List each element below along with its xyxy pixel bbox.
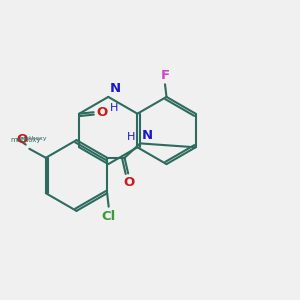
Text: N: N (110, 82, 121, 95)
Text: O: O (16, 134, 28, 146)
Text: O: O (123, 176, 134, 189)
Text: H: H (110, 103, 118, 113)
Text: N: N (141, 129, 152, 142)
Text: O: O (97, 106, 108, 119)
Text: methoxy: methoxy (11, 137, 41, 143)
Text: F: F (160, 69, 169, 82)
Text: Cl: Cl (101, 210, 116, 223)
Text: methoxy: methoxy (20, 136, 47, 141)
Text: H: H (127, 132, 135, 142)
